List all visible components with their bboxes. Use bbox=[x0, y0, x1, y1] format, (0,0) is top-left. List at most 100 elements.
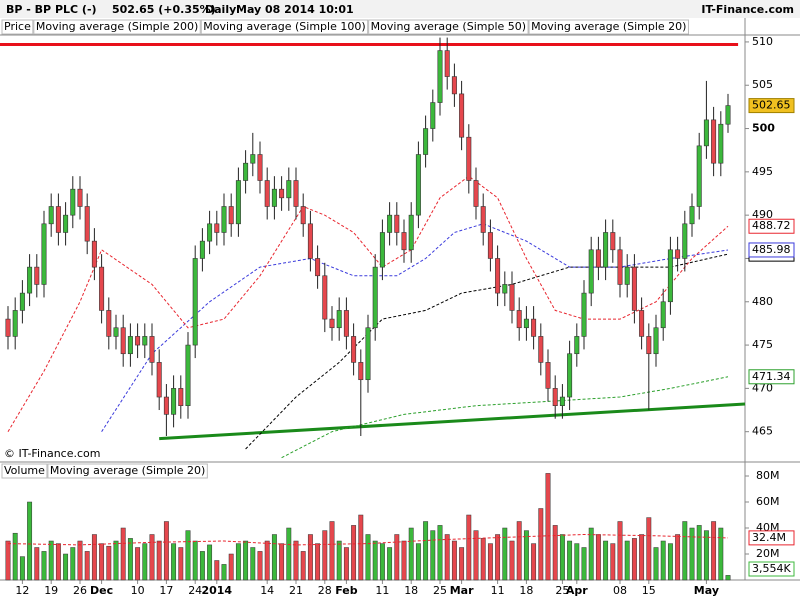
candle-body bbox=[531, 318, 537, 337]
volume-bar bbox=[646, 517, 652, 581]
volume-bar bbox=[199, 551, 205, 581]
volume-bar bbox=[19, 556, 25, 581]
volume-bar bbox=[264, 540, 270, 581]
candle-body bbox=[358, 362, 364, 381]
volume-bar bbox=[545, 473, 551, 581]
volume-bar bbox=[509, 540, 515, 581]
x-tick-label: 25 bbox=[555, 584, 569, 597]
legend-label: Moving average (Simple 20) bbox=[50, 464, 205, 477]
y-tick-label: 490 bbox=[752, 208, 773, 221]
volume-bar bbox=[271, 534, 277, 581]
candle-body bbox=[451, 76, 457, 95]
candle-body bbox=[408, 214, 414, 251]
volume-bar bbox=[667, 543, 673, 581]
candle-body bbox=[113, 327, 119, 337]
candle-body bbox=[718, 123, 724, 164]
candle-body bbox=[660, 301, 666, 329]
candle-body bbox=[257, 154, 263, 181]
x-tick-label: May bbox=[694, 584, 719, 597]
candle-body bbox=[228, 206, 234, 225]
moving-average bbox=[7, 175, 729, 432]
volume-bar bbox=[12, 532, 18, 581]
y-tick-label: 20M bbox=[756, 547, 780, 560]
candle-body bbox=[516, 310, 522, 329]
volume-bar bbox=[437, 525, 443, 581]
volume-bar bbox=[523, 530, 529, 581]
legend-label: Moving average (Simple 100) bbox=[203, 20, 365, 33]
volume-bar bbox=[156, 540, 162, 581]
y-tick-label: 480 bbox=[752, 295, 773, 308]
candle-body bbox=[99, 266, 105, 311]
volume-bar bbox=[41, 551, 47, 581]
source: IT-Finance.com bbox=[701, 3, 794, 16]
candle-body bbox=[631, 266, 637, 311]
volume-bar bbox=[387, 547, 393, 581]
volume-bar bbox=[48, 540, 54, 581]
legend: Price Moving average (Simple 200) Moving a… bbox=[1, 19, 689, 35]
volume-bar bbox=[235, 543, 241, 581]
volume-bar bbox=[703, 530, 709, 581]
x-tick-label: 18 bbox=[404, 584, 418, 597]
x-tick-label: 21 bbox=[289, 584, 303, 597]
trendline bbox=[159, 402, 746, 441]
volume-bar bbox=[178, 547, 184, 581]
moving-average bbox=[281, 376, 729, 459]
candle-body bbox=[617, 249, 623, 285]
candle-body bbox=[156, 362, 162, 398]
volume-bar bbox=[480, 538, 486, 581]
candle-body bbox=[703, 119, 709, 147]
candle-body bbox=[624, 266, 630, 285]
candle-body bbox=[473, 180, 479, 207]
candle-body bbox=[207, 223, 213, 242]
volume-bar bbox=[120, 527, 126, 581]
candle-body bbox=[509, 284, 515, 311]
volume-bar bbox=[559, 534, 565, 581]
x-tick-label: 19 bbox=[44, 584, 58, 597]
legend-label: Moving average (Simple 200) bbox=[36, 20, 198, 33]
volume-bar bbox=[358, 514, 364, 581]
volume-bar bbox=[113, 540, 119, 581]
candle-body bbox=[106, 310, 112, 337]
y-tick-label: 465 bbox=[752, 425, 773, 438]
candle-body bbox=[12, 310, 18, 337]
candle-body bbox=[91, 240, 97, 268]
volume-bar bbox=[660, 540, 666, 581]
candle-body bbox=[595, 249, 601, 268]
volume-bar bbox=[300, 551, 306, 581]
legend-label: Price bbox=[4, 20, 31, 33]
legend-label: Volume bbox=[4, 464, 45, 477]
volume-bar bbox=[631, 538, 637, 581]
x-tick-label: Apr bbox=[566, 584, 588, 597]
candle-body bbox=[394, 214, 400, 233]
x-tick-label: 2014 bbox=[201, 584, 232, 597]
candle-body bbox=[171, 388, 177, 415]
candle-body bbox=[675, 249, 681, 259]
date: May 08 2014 10:01 bbox=[236, 3, 354, 16]
copyright: © IT-Finance.com bbox=[4, 447, 101, 460]
candle-body bbox=[135, 336, 141, 346]
y-tick-label: 80M bbox=[756, 469, 780, 482]
x-tick-label: 10 bbox=[131, 584, 145, 597]
last-value-label: 485.98 bbox=[752, 243, 791, 256]
candle-body bbox=[243, 162, 249, 181]
volume-bar bbox=[192, 540, 198, 581]
volume-bar bbox=[228, 553, 234, 581]
candle-body bbox=[495, 258, 501, 294]
candle-body bbox=[5, 318, 11, 337]
volume-bar bbox=[286, 527, 292, 581]
volume-bar bbox=[336, 540, 342, 581]
last-value-box bbox=[748, 530, 795, 546]
volume-bar bbox=[473, 530, 479, 581]
candle-body bbox=[293, 180, 299, 207]
candle-body bbox=[48, 206, 54, 225]
candle-body bbox=[235, 180, 241, 225]
volume-bar bbox=[696, 525, 702, 581]
last-price-label: 502.65 bbox=[752, 99, 791, 112]
chart-title: BP - BP PLC (-) bbox=[6, 3, 97, 16]
volume-bar bbox=[617, 521, 623, 581]
volume-bar bbox=[581, 547, 587, 581]
candle-body bbox=[603, 232, 609, 268]
x-tick-label: 18 bbox=[519, 584, 533, 597]
